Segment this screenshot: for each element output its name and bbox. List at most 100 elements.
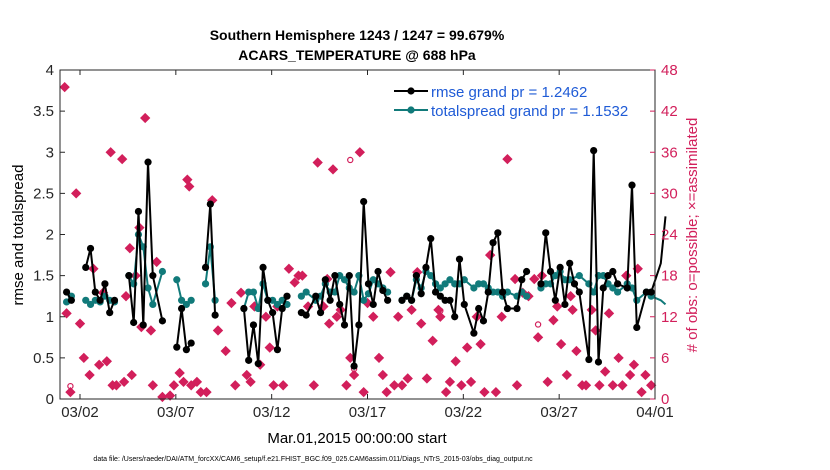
obs-assimilated-marker	[435, 311, 446, 322]
obs-assimilated-marker	[416, 318, 427, 329]
rmse-point	[187, 339, 195, 347]
rmse-point	[407, 296, 416, 304]
rmse-point	[283, 292, 291, 300]
obs-assimilated-marker	[124, 243, 135, 254]
obs-assimilated-marker	[561, 369, 572, 381]
obs-assimilated-marker	[126, 369, 137, 381]
obs-assimilated-marker	[485, 249, 496, 261]
rmse-point	[91, 288, 99, 296]
obs-assimilated-marker	[118, 376, 130, 388]
rmse-point	[609, 267, 617, 276]
y-left-tick-label: 2.5	[33, 185, 54, 202]
rmse-point	[384, 296, 392, 304]
rmse-point	[321, 276, 329, 284]
obs-assimilated-marker	[212, 325, 224, 336]
rmse-point	[570, 280, 579, 288]
obs-possible-marker	[347, 156, 354, 164]
obs-assimilated-marker	[529, 273, 540, 285]
obs-assimilated-marker	[74, 318, 86, 329]
totalspread-point	[609, 284, 617, 292]
obs-possible-marker	[437, 307, 444, 314]
y-right-tick-label: 30	[661, 185, 678, 202]
obs-assimilated-marker	[456, 380, 467, 391]
obs-assimilated-marker	[600, 366, 611, 377]
rmse-point	[561, 300, 569, 309]
obs-assimilated-marker	[636, 386, 647, 398]
rmse-point	[62, 288, 71, 296]
legend-box	[388, 82, 650, 120]
rmse-point	[240, 304, 248, 313]
obs-assimilated-marker	[348, 369, 360, 381]
obs-assimilated-marker	[427, 335, 438, 346]
totalspread-point	[522, 292, 531, 300]
y-axis-left-label: rmse and totalspread	[10, 165, 27, 306]
y-right-tick-label: 48	[661, 62, 678, 79]
obs-assimilated-marker	[502, 153, 513, 165]
rmse-point	[254, 360, 262, 368]
rmse-point	[245, 356, 253, 364]
rmse-point	[412, 272, 420, 280]
obs-assimilated-marker	[264, 342, 275, 353]
rmse-point	[345, 272, 353, 280]
obs-assimilated-marker	[490, 386, 502, 398]
rmse-point	[177, 304, 186, 313]
obs-assimilated-marker	[178, 376, 189, 388]
rmse-point	[623, 284, 631, 292]
obs-assimilated-marker	[377, 369, 388, 381]
obs-assimilated-marker	[580, 380, 592, 391]
obs-assimilated-marker	[368, 311, 379, 322]
rmse-point	[182, 346, 190, 354]
obs-assimilated-marker	[385, 267, 396, 278]
rmse-point	[417, 290, 425, 298]
obs-assimilated-marker	[140, 112, 151, 124]
rmse-point	[470, 329, 478, 337]
y-right-tick-label: 12	[661, 309, 678, 326]
obs-assimilated-marker	[241, 369, 252, 381]
y-left-tick-label: 1	[46, 309, 54, 326]
legend: rmse grand pr = 1.2462 totalspread grand…	[388, 82, 650, 120]
y-left-tick-label: 4	[46, 62, 54, 79]
x-tick-label: 03/12	[253, 404, 291, 421]
rmse-point	[355, 321, 363, 329]
obs-assimilated-marker	[444, 376, 456, 388]
x-axis-label: Mar.01,2015 00:00:00 start	[267, 430, 447, 447]
rmse-point	[312, 292, 320, 300]
rmse-point	[546, 267, 555, 276]
obs-assimilated-marker	[603, 308, 615, 319]
obs-assimilated-marker	[396, 380, 408, 391]
x-tick-label: 04/01	[636, 404, 674, 421]
rmse-series	[62, 147, 667, 370]
y-right-tick-label: 24	[661, 227, 678, 244]
totalspread-point	[201, 280, 210, 288]
obs-assimilated-marker	[354, 147, 365, 158]
totalspread-point	[297, 292, 305, 300]
rmse-point	[379, 286, 387, 295]
obs-assimilated-marker	[462, 342, 473, 353]
rmse-point	[249, 321, 258, 329]
y-left-tick-label: 3.5	[33, 103, 54, 120]
rmse-point	[403, 292, 411, 300]
obs-assimilated-marker	[421, 373, 433, 384]
obs-assimilated-marker	[594, 380, 605, 391]
obs-assimilated-marker	[78, 352, 89, 364]
totalspread-point	[441, 280, 449, 288]
y-right-tick-label: 36	[661, 144, 678, 161]
obs-assimilated-marker	[105, 147, 116, 158]
obs-assimilated-marker	[475, 339, 486, 350]
obs-assimilated-marker	[184, 181, 195, 192]
obs-assimilated-marker	[289, 277, 300, 288]
y-right-tick-label: 18	[661, 268, 678, 285]
obs-assimilated-marker	[571, 345, 582, 357]
obs-assimilated-marker	[511, 380, 523, 391]
obs-assimilated-marker	[297, 270, 308, 281]
totalspread-point	[369, 276, 377, 284]
x-tick-label: 03/17	[349, 404, 387, 421]
legend-rmse-marker	[407, 87, 415, 95]
rmse-point	[599, 284, 607, 292]
rmse-point	[302, 311, 310, 319]
rmse-point	[331, 272, 339, 280]
rmse-point	[427, 235, 435, 243]
totalspread-point	[479, 280, 488, 288]
rmse-point	[566, 259, 574, 267]
